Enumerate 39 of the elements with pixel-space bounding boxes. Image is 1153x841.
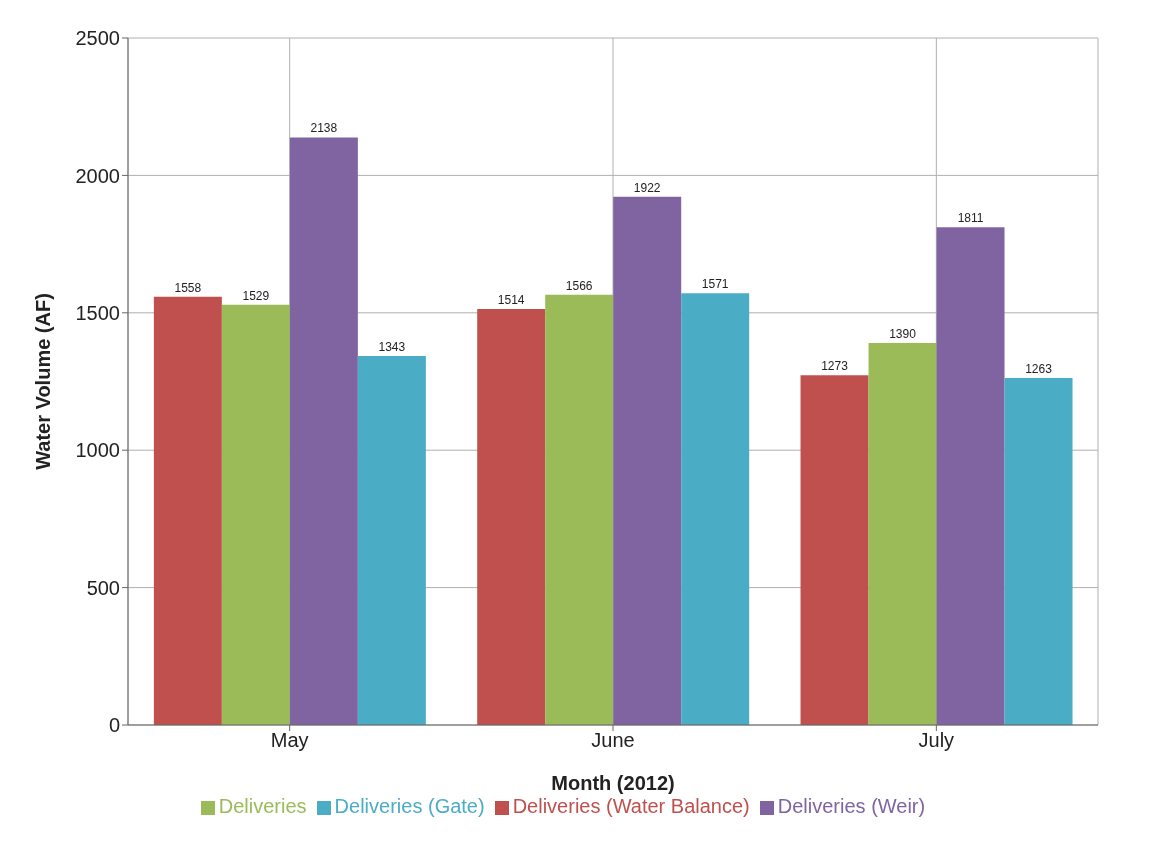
- legend-label: Deliveries: [218, 795, 307, 817]
- x-tick-label: June: [591, 729, 635, 752]
- data-label: 1558: [174, 280, 202, 295]
- y-axis-title: Water Volume (AF): [32, 293, 55, 470]
- y-tick-label: 1000: [75, 439, 120, 462]
- data-label: 1571: [701, 277, 729, 292]
- bar: [477, 308, 546, 725]
- data-label: 1566: [565, 278, 593, 293]
- x-axis-title: Month (2012): [551, 772, 675, 794]
- y-tick-label: 2500: [75, 27, 120, 50]
- data-label: 1273: [821, 359, 849, 374]
- legend-label: Deliveries (Gate): [334, 795, 485, 817]
- bar: [936, 227, 1005, 725]
- y-tick-label: 2000: [75, 164, 120, 187]
- legend-label: Deliveries (Weir): [777, 795, 926, 817]
- y-tick-label: 1500: [75, 301, 120, 324]
- bar: [1004, 377, 1073, 725]
- y-tick-label: 500: [86, 576, 120, 599]
- bar: [800, 375, 869, 725]
- bar: [868, 343, 937, 725]
- bar: [153, 296, 222, 725]
- data-label: 2138: [310, 121, 338, 136]
- data-label: 1529: [242, 288, 270, 303]
- data-label: 1811: [957, 211, 984, 226]
- data-label: 1263: [1025, 361, 1053, 376]
- legend-label: Deliveries (Water Balance): [512, 795, 750, 817]
- data-label: 1514: [497, 292, 525, 307]
- x-tick-label: July: [918, 729, 955, 752]
- data-label: 1922: [633, 180, 661, 195]
- y-tick-label: 0: [108, 714, 120, 737]
- x-tick-label: May: [270, 729, 309, 752]
- data-label: 1343: [378, 339, 406, 354]
- bar: [545, 294, 614, 725]
- data-label: 1390: [889, 327, 917, 342]
- bar: [357, 355, 426, 725]
- bar: [221, 304, 290, 725]
- bar: [613, 196, 682, 725]
- bar: [681, 293, 750, 725]
- bar: [289, 137, 358, 725]
